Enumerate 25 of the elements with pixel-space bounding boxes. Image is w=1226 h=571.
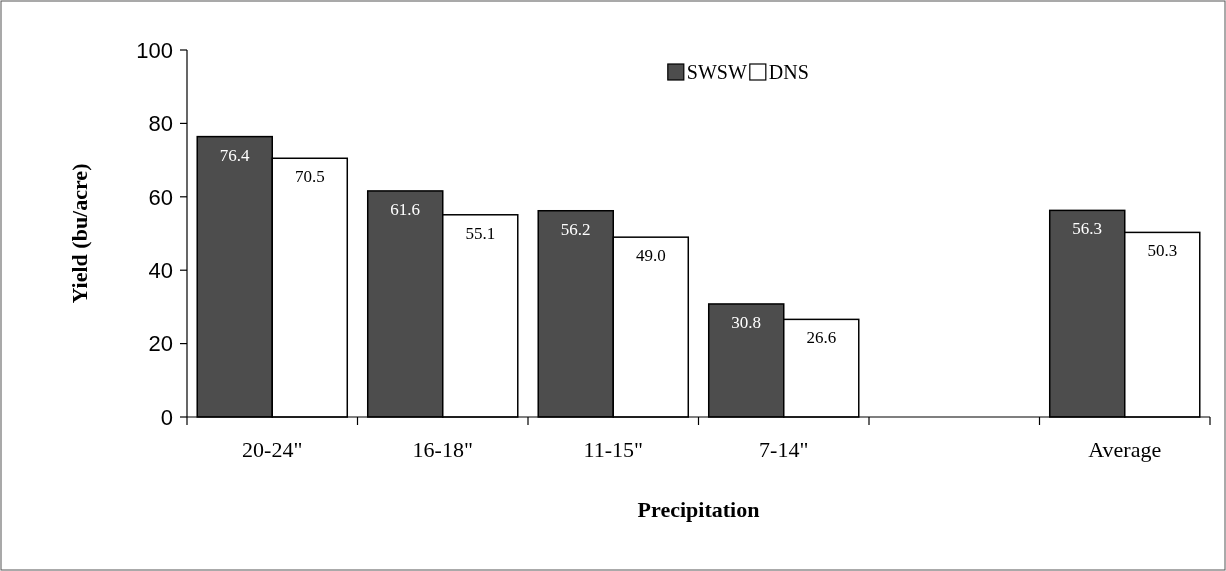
x-tick-label: 11-15" xyxy=(583,437,643,462)
y-axis-title: Yield (bu/acre) xyxy=(67,163,92,304)
y-tick-label: 20 xyxy=(148,331,173,357)
y-tick-label: 40 xyxy=(148,257,173,283)
x-tick-label: 16-18" xyxy=(412,437,473,462)
data-label: 30.8 xyxy=(731,312,762,332)
y-tick-label: 100 xyxy=(136,37,173,63)
data-label: 49.0 xyxy=(635,246,666,266)
y-tick-label: 60 xyxy=(148,184,173,210)
legend-label: SWSW xyxy=(686,61,747,83)
legend-label: DNS xyxy=(768,61,809,83)
y-tick-label: 0 xyxy=(160,404,173,430)
x-tick-label: 20-24" xyxy=(242,437,303,462)
data-label: 76.4 xyxy=(219,145,251,165)
y-tick-label: 80 xyxy=(148,111,173,137)
data-label: 61.6 xyxy=(390,199,421,219)
data-label: 26.6 xyxy=(806,328,837,348)
data-label: 56.3 xyxy=(1072,219,1103,239)
x-axis-title: Precipitation xyxy=(637,497,760,522)
data-label: 50.3 xyxy=(1147,241,1178,261)
data-label: 70.5 xyxy=(294,167,325,187)
data-label: 56.2 xyxy=(560,219,591,239)
x-tick-label: Average xyxy=(1088,437,1162,462)
x-tick-label: 7-14" xyxy=(759,437,809,462)
data-label: 55.1 xyxy=(465,223,496,243)
